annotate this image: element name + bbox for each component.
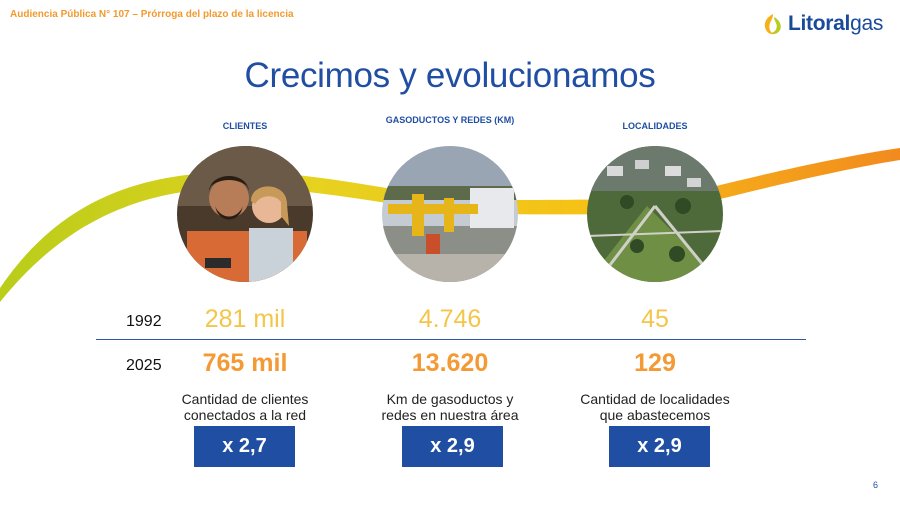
row-divider	[96, 339, 806, 340]
logo-text-light: gas	[850, 12, 884, 35]
hearing-title: Audiencia Pública N° 107 – Prórroga del …	[10, 9, 294, 20]
localidades-multiplier-badge: x 2,9	[609, 426, 710, 467]
page-title: Crecimos y evolucionamos	[244, 56, 656, 95]
family-photo	[177, 146, 313, 282]
logo-text-bold: Litoral	[788, 12, 851, 35]
gasoductos-description-line2: redes en nuestra área	[381, 407, 519, 423]
clientes-2025-value: 765 mil	[202, 349, 288, 377]
gasoductos-description: Km de gasoductos y redes en nuestra área	[350, 391, 550, 423]
clientes-description-line2: conectados a la red	[183, 407, 307, 423]
clientes-description-line1: Cantidad de clientes	[181, 391, 309, 407]
year-2025: 2025	[126, 357, 162, 374]
litoralgas-logo: Litoralgas	[761, 11, 883, 37]
localidades-2025-value: 129	[634, 349, 676, 377]
flame-logo-icon	[764, 14, 781, 35]
localidades-description: Cantidad de localidades que abastecemos	[555, 391, 755, 423]
localidades-description-line1: Cantidad de localidades	[580, 391, 730, 407]
localidades-description-line2: que abastecemos	[599, 407, 711, 423]
page-number: 6	[873, 480, 879, 490]
gasoductos-description-line1: Km de gasoductos y	[386, 391, 514, 407]
clientes-1992-value: 281 mil	[204, 305, 286, 333]
year-1992: 1992	[126, 313, 162, 330]
gasoductos-2025-value: 13.620	[411, 349, 489, 377]
clientes-description: Cantidad de clientes conectados a la red	[145, 391, 345, 423]
heading-localidades: LOCALIDADES	[622, 121, 688, 131]
heading-gasoductos: GASODUCTOS Y REDES (KM)	[385, 115, 515, 125]
localidades-1992-value: 45	[641, 305, 669, 333]
clientes-multiplier-badge: x 2,7	[194, 426, 295, 467]
gasoductos-multiplier-badge: x 2,9	[402, 426, 503, 467]
gasoductos-1992-value: 4.746	[418, 305, 482, 333]
aerial-town-photo	[587, 146, 723, 282]
gas-pipeline-photo	[382, 146, 518, 282]
heading-clientes: CLIENTES	[222, 121, 268, 131]
